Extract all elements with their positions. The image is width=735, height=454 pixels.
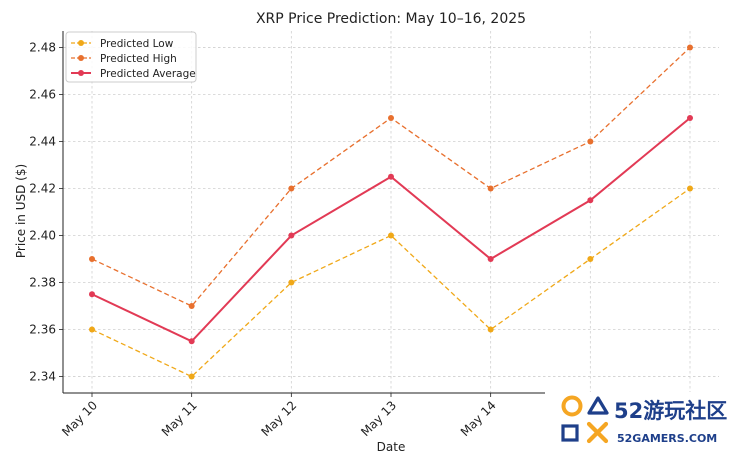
x-tick-label: May 11 (159, 398, 200, 439)
x-tick-label: May 10 (59, 398, 100, 439)
watermark: 52游玩社区 52GAMERS.COM (545, 392, 735, 454)
data-point (587, 197, 594, 204)
data-point (188, 338, 195, 345)
y-tick-label: 2.38 (29, 276, 56, 290)
data-point (89, 256, 95, 263)
data-point (687, 114, 693, 121)
square-logo-icon (561, 424, 579, 442)
legend-swatch-marker (78, 55, 84, 61)
grid (63, 31, 719, 393)
y-axis-label: Price in USD ($) (14, 164, 28, 258)
data-point (288, 185, 295, 192)
data-point (487, 185, 494, 192)
y-tick-label: 2.42 (29, 181, 56, 195)
data-point (487, 256, 494, 263)
legend-label: Predicted Average (100, 68, 196, 80)
y-tick-label: 2.34 (29, 370, 56, 384)
x-tick-label: May 14 (458, 398, 499, 439)
data-point (388, 232, 394, 239)
cross-logo-icon (586, 421, 609, 444)
data-point (388, 173, 394, 180)
legend-label: Predicted Low (100, 38, 174, 50)
y-tick-label: 2.40 (29, 229, 56, 243)
y-tick-label: 2.44 (29, 134, 56, 148)
data-point (288, 232, 295, 239)
x-axis-ticks: May 10 May 11 May 12 May 13 May 14 (59, 393, 499, 439)
y-tick-label: 2.36 (29, 323, 56, 337)
triangle-logo-icon (587, 396, 609, 415)
x-axis-label: Date (377, 440, 406, 454)
y-axis-ticks: 2.34 2.36 2.38 2.40 2.42 2.44 2.46 2.48 (29, 40, 63, 384)
data-point (587, 138, 594, 145)
legend: Predicted Low Predicted High Predicted Ave… (65, 31, 197, 83)
series-predicted-high (89, 44, 693, 310)
data-point (687, 185, 693, 192)
data-point (587, 256, 594, 263)
series-predicted-average (89, 114, 693, 345)
x-tick-label: May 12 (259, 398, 300, 439)
legend-swatch-marker (78, 70, 84, 76)
data-point (288, 279, 295, 286)
series-lines (89, 44, 693, 380)
legend-swatch-marker (78, 40, 84, 46)
data-point (89, 291, 95, 298)
legend-box (65, 31, 197, 83)
data-point (188, 373, 195, 380)
data-point (687, 44, 693, 51)
data-point (188, 303, 195, 310)
y-tick-label: 2.48 (29, 40, 56, 54)
legend-label: Predicted High (100, 53, 177, 65)
chart-title: XRP Price Prediction: May 10–16, 2025 (256, 11, 526, 27)
y-tick-label: 2.46 (29, 87, 56, 101)
watermark-brand: 52游玩社区 (614, 399, 727, 423)
watermark-url: 52GAMERS.COM (617, 432, 717, 445)
watermark-background (545, 392, 735, 454)
circle-logo-icon (561, 395, 583, 417)
series-predicted-low (89, 185, 693, 380)
data-point (89, 326, 95, 333)
data-point (487, 326, 494, 333)
x-tick-label: May 13 (358, 398, 399, 439)
data-point (388, 114, 394, 121)
